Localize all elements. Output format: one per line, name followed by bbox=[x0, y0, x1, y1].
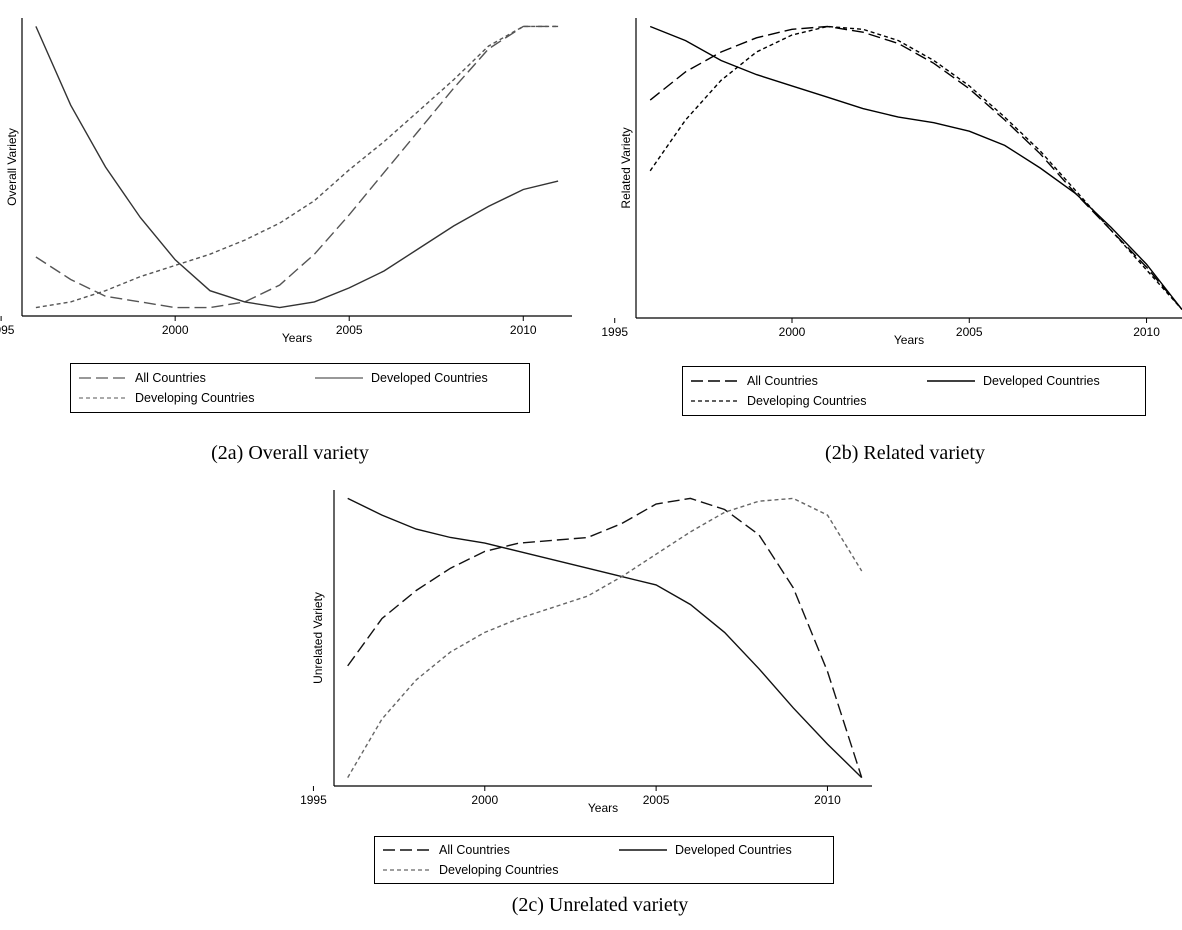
chart-2b-svg: 1995 2000 2005 2010 Years Related Variety bbox=[601, 18, 1182, 347]
x-tick-label: 2005 bbox=[956, 325, 983, 339]
legend-swatch-developing-countries bbox=[79, 397, 127, 399]
legend-label-developed-countries: Developed Countries bbox=[983, 374, 1100, 388]
chart-2c-svg: 1995 2000 2005 2010 Years Unrelated Variety bbox=[300, 490, 872, 815]
legend-item-all-countries: All Countries bbox=[383, 843, 510, 857]
legend-item-all-countries: All Countries bbox=[79, 371, 206, 385]
legend-item-developed-countries: Developed Countries bbox=[619, 843, 792, 857]
x-tick-label: 2010 bbox=[510, 323, 537, 337]
x-tick-label: 2005 bbox=[643, 793, 670, 807]
legend-item-all-countries: All Countries bbox=[691, 374, 818, 388]
x-tick-label: 2000 bbox=[471, 793, 498, 807]
series-line-developing-countries bbox=[35, 25, 559, 309]
legend-swatch-all-countries bbox=[79, 377, 127, 379]
x-axis-title: Years bbox=[282, 331, 312, 345]
x-axis-title: Years bbox=[588, 801, 618, 815]
y-axis-title: Unrelated Variety bbox=[311, 592, 325, 684]
legend-item-developing-countries: Developing Countries bbox=[383, 863, 559, 877]
x-axis-title: Years bbox=[894, 333, 924, 347]
x-tick-label: 2000 bbox=[779, 325, 806, 339]
legend-label-developing-countries: Developing Countries bbox=[135, 391, 255, 405]
x-tick-label: 2010 bbox=[1133, 325, 1160, 339]
caption-2b: (2b) Related variety bbox=[825, 442, 985, 464]
legend-item-developing-countries: Developing Countries bbox=[79, 391, 255, 405]
series-line-developed-countries bbox=[35, 26, 559, 309]
series-line-all-countries bbox=[649, 25, 1182, 310]
caption-2c: (2c) Unrelated variety bbox=[511, 894, 689, 916]
legend-label-all-countries: All Countries bbox=[747, 374, 818, 388]
chart-panel-2a: 1995 2000 2005 2010 Years Overall Variety All… bbox=[0, 0, 590, 470]
x-tick-label: 1995 bbox=[300, 793, 327, 807]
series-line-developed-countries bbox=[347, 497, 863, 779]
y-axis-title: Related Variety bbox=[619, 127, 633, 208]
legend-label-all-countries: All Countries bbox=[135, 371, 206, 385]
legend-label-developed-countries: Developed Countries bbox=[371, 371, 488, 385]
legend-2b: All Countries Developed Countries Develo… bbox=[682, 366, 1146, 416]
x-tick-label: 2005 bbox=[336, 323, 363, 337]
chart-2a-svg: 1995 2000 2005 2010 Years Overall Variety bbox=[0, 18, 572, 345]
series-line-developing-countries bbox=[347, 497, 863, 778]
series-line-all-countries bbox=[347, 497, 863, 778]
legend-item-developed-countries: Developed Countries bbox=[927, 374, 1100, 388]
series-line-developed-countries bbox=[649, 25, 1182, 310]
legend-swatch-all-countries bbox=[691, 380, 739, 382]
chart-panel-2c: 1995 2000 2005 2010 Years Unrelated Variety A… bbox=[300, 478, 900, 930]
x-tick-label: 2010 bbox=[814, 793, 841, 807]
legend-label-developing-countries: Developing Countries bbox=[439, 863, 559, 877]
series-line-all-countries bbox=[35, 25, 559, 309]
legend-label-developed-countries: Developed Countries bbox=[675, 843, 792, 857]
legend-swatch-developed-countries bbox=[315, 377, 363, 379]
y-axis-title: Overall Variety bbox=[5, 128, 19, 206]
legend-label-developing-countries: Developing Countries bbox=[747, 394, 867, 408]
legend-item-developed-countries: Developed Countries bbox=[315, 371, 488, 385]
legend-swatch-all-countries bbox=[383, 849, 431, 851]
legend-2a: All Countries Developed Countries Develo… bbox=[70, 363, 530, 413]
x-tick-label: 1995 bbox=[601, 325, 628, 339]
legend-swatch-developed-countries bbox=[619, 849, 667, 851]
legend-swatch-developed-countries bbox=[927, 380, 975, 382]
series-line-developing-countries bbox=[649, 25, 1182, 310]
legend-swatch-developing-countries bbox=[691, 400, 739, 402]
legend-label-all-countries: All Countries bbox=[439, 843, 510, 857]
legend-item-developing-countries: Developing Countries bbox=[691, 394, 867, 408]
legend-swatch-developing-countries bbox=[383, 869, 431, 871]
x-tick-label: 1995 bbox=[0, 323, 15, 337]
x-tick-label: 2000 bbox=[162, 323, 189, 337]
chart-panel-2b: 1995 2000 2005 2010 Years Related Variety All… bbox=[600, 0, 1182, 470]
caption-2a: (2a) Overall variety bbox=[211, 442, 369, 464]
legend-2c: All Countries Developed Countries Develo… bbox=[374, 836, 834, 884]
